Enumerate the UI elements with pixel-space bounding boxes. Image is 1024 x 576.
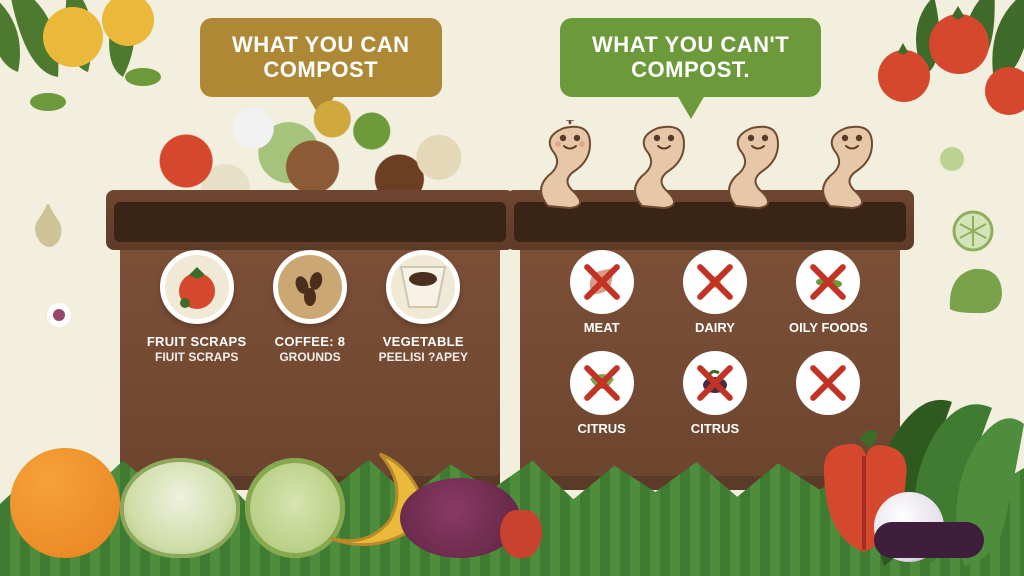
cant-item-meat: MEAT <box>550 250 653 335</box>
orange-icon <box>10 448 120 558</box>
cant-item-label: CITRUS <box>550 421 653 436</box>
crossed-circle-icon <box>570 250 634 314</box>
can-item-label: FRUIT SCRAPS <box>142 334 252 350</box>
onion-ring-icon <box>44 300 74 330</box>
beet-icon <box>400 478 520 558</box>
crossed-circle-icon <box>796 351 860 415</box>
worms-row <box>530 120 892 210</box>
cant-item-citrus: CITRUS <box>550 351 653 436</box>
cant-item-citrus2: CITRUS <box>663 351 766 436</box>
cucumber-slice-icon <box>952 210 994 252</box>
can-item-coffee: COFFEE: 8 GROUNDS <box>255 250 365 364</box>
cant-item-label: MEAT <box>550 320 653 335</box>
crossed-circle-icon <box>683 250 747 314</box>
bin-soil <box>114 202 506 242</box>
pear-icon <box>30 200 64 248</box>
worm-icon <box>812 120 892 210</box>
cant-compost-grid: MEAT DAIRY OILY FOODS CITRUS CITRUS <box>550 250 880 436</box>
lettuce-leaf-icon <box>946 265 1006 315</box>
crossed-circle-icon <box>570 351 634 415</box>
cabbage-icon <box>120 458 240 558</box>
can-item-sublabel: PEELISI ?APEY <box>368 350 478 364</box>
crossed-circle-icon <box>683 351 747 415</box>
header-can-compost: WHAT YOU CANCOMPOST <box>200 18 442 97</box>
pea-icon <box>938 145 966 173</box>
infographic-stage: WHAT YOU CANCOMPOST WHAT YOU CAN'TCOMPOS… <box>0 0 1024 576</box>
worm-icon <box>718 120 798 210</box>
cup-badge-icon <box>386 250 460 324</box>
cant-item-label: OILY FOODS <box>777 320 880 335</box>
worm-icon <box>530 120 610 210</box>
tomato-badge-icon <box>160 250 234 324</box>
coffee-badge-icon <box>273 250 347 324</box>
can-item-sublabel: GROUNDS <box>255 350 365 364</box>
cant-item-label: CITRUS <box>663 421 766 436</box>
cant-item-oily: OILY FOODS <box>777 250 880 335</box>
header-cant-compost: WHAT YOU CAN'TCOMPOST. <box>560 18 821 97</box>
can-item-fruit-scraps: FRUIT SCRAPS FIUIT SCRAPS <box>142 250 252 364</box>
can-item-label: VEGETABLE <box>368 334 478 350</box>
eggplant-icon <box>874 522 984 558</box>
cant-item-dairy: DAIRY <box>663 250 766 335</box>
can-compost-grid: FRUIT SCRAPS FIUIT SCRAPS COFFEE: 8 GROU… <box>140 250 480 364</box>
worm-icon <box>624 120 704 210</box>
crossed-circle-icon <box>796 250 860 314</box>
cant-item-label: DAIRY <box>663 320 766 335</box>
speech-tail-icon <box>677 95 705 119</box>
can-item-label: COFFEE: 8 <box>255 334 365 350</box>
header-cant-text: WHAT YOU CAN'TCOMPOST. <box>592 32 789 82</box>
strawberry-icon <box>500 510 542 558</box>
header-can-text: WHAT YOU CANCOMPOST <box>232 32 410 82</box>
can-item-veg-peels: VEGETABLE PEELISI ?APEY <box>368 250 478 364</box>
can-item-sublabel: FIUIT SCRAPS <box>142 350 252 364</box>
